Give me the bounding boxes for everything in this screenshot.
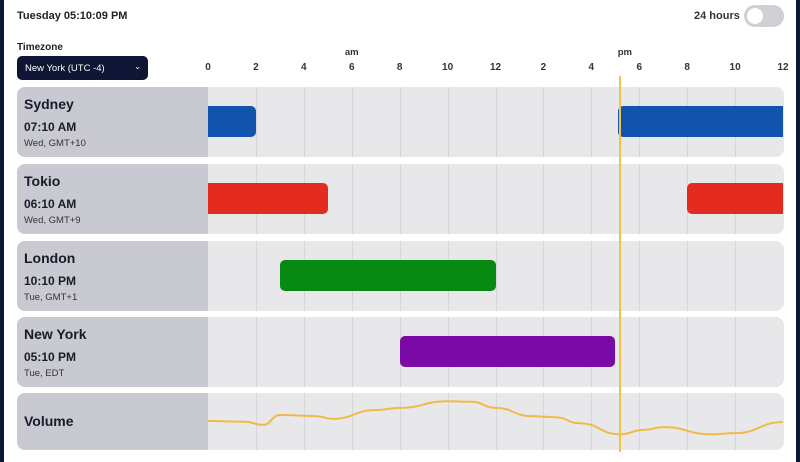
tick-label: 10 bbox=[729, 62, 741, 73]
grid-line bbox=[543, 241, 545, 311]
city-name: London bbox=[24, 250, 76, 266]
grid-line bbox=[399, 87, 401, 157]
row-label-panel: New York 05:10 PM Tue, EDT bbox=[17, 317, 208, 387]
row-label-panel: Tokio 06:10 AM Wed, GMT+9 bbox=[17, 164, 208, 234]
timezone-value: New York (UTC -4) bbox=[25, 63, 105, 74]
row-label-panel: Sydney 07:10 AM Wed, GMT+10 bbox=[17, 87, 208, 157]
grid-line bbox=[351, 87, 353, 157]
timezone-row: New York 05:10 PM Tue, EDT bbox=[17, 317, 784, 387]
grid-line bbox=[351, 164, 353, 234]
grid-line bbox=[735, 317, 737, 387]
grid-line bbox=[495, 241, 497, 311]
city-name: New York bbox=[24, 326, 87, 342]
grid-line bbox=[495, 393, 497, 450]
grid-line bbox=[735, 241, 737, 311]
grid-line bbox=[543, 164, 545, 234]
timezone-row: London 10:10 PM Tue, GMT+1 bbox=[17, 241, 784, 311]
grid-line bbox=[639, 317, 641, 387]
timezone-label: Timezone bbox=[17, 42, 63, 53]
timezone-row: Sydney 07:10 AM Wed, GMT+10 bbox=[17, 87, 784, 157]
grid-line bbox=[255, 87, 257, 157]
tick-label: 4 bbox=[588, 62, 595, 73]
tick-label: 10 bbox=[442, 62, 454, 73]
volume-row: Volume bbox=[17, 393, 784, 450]
working-hours-bar bbox=[279, 260, 496, 291]
timezone-select[interactable]: New York (UTC -4) ⌄ bbox=[17, 56, 148, 80]
grid-line bbox=[591, 241, 593, 311]
city-offset: Tue, EDT bbox=[24, 368, 65, 379]
grid-line bbox=[351, 393, 353, 450]
grid-line bbox=[399, 393, 401, 450]
chevron-down-icon: ⌄ bbox=[134, 62, 141, 71]
row-label-panel: London 10:10 PM Tue, GMT+1 bbox=[17, 241, 208, 311]
tick-label: 12 bbox=[777, 62, 789, 73]
tick-label: 8 bbox=[396, 62, 403, 73]
grid-line bbox=[543, 393, 545, 450]
working-hours-bar bbox=[399, 336, 616, 367]
grid-line bbox=[639, 393, 641, 450]
grid-line bbox=[543, 87, 545, 157]
current-time-line bbox=[619, 76, 622, 452]
grid-line bbox=[495, 164, 497, 234]
grid-line bbox=[735, 393, 737, 450]
tick-label: 8 bbox=[684, 62, 690, 73]
grid-line bbox=[255, 393, 257, 450]
grid-line bbox=[591, 164, 593, 234]
volume-line bbox=[207, 400, 784, 436]
grid-line bbox=[687, 393, 689, 450]
volume-label: Volume bbox=[24, 413, 74, 429]
am-label: am bbox=[344, 47, 359, 58]
tick-label: 6 bbox=[348, 62, 355, 73]
city-name: Sydney bbox=[24, 96, 74, 112]
city-offset: Wed, GMT+10 bbox=[24, 138, 86, 149]
current-time: Tuesday 05:10:09 PM bbox=[17, 10, 128, 22]
toggle-knob bbox=[747, 8, 763, 24]
city-time: 06:10 AM bbox=[24, 197, 77, 211]
tick-label: 4 bbox=[301, 62, 307, 73]
app: Tuesday 05:10:09 PM 24 hours Timezone Ne… bbox=[4, 0, 796, 462]
tick-label: 6 bbox=[636, 62, 643, 73]
grid-line bbox=[303, 317, 305, 387]
grid-line bbox=[687, 241, 689, 311]
tick-label: 12 bbox=[489, 62, 502, 73]
grid-line bbox=[639, 241, 641, 311]
grid-line bbox=[639, 164, 641, 234]
row-label-panel: Volume bbox=[17, 393, 208, 450]
grid-line bbox=[447, 393, 449, 450]
city-name: Tokio bbox=[24, 173, 61, 189]
pm-label: pm bbox=[617, 47, 632, 58]
grid-line bbox=[351, 317, 353, 387]
grid-line bbox=[495, 87, 497, 157]
grid-line bbox=[255, 317, 257, 387]
working-hours-bar bbox=[208, 183, 328, 214]
grid-line bbox=[255, 241, 257, 311]
city-time: 10:10 PM bbox=[24, 274, 77, 288]
tick-label: 2 bbox=[253, 62, 259, 73]
grid-line bbox=[591, 393, 593, 450]
working-hours-bar bbox=[687, 183, 783, 214]
24-hours-toggle[interactable] bbox=[744, 5, 784, 27]
grid-line bbox=[303, 87, 305, 157]
city-offset: Tue, GMT+1 bbox=[24, 292, 78, 303]
grid-line bbox=[399, 164, 401, 234]
24-hours-label: 24 hours bbox=[694, 10, 740, 22]
grid-line bbox=[447, 164, 449, 234]
volume-chart bbox=[207, 400, 784, 436]
tick-label: 0 bbox=[205, 62, 211, 73]
grid-line bbox=[687, 317, 689, 387]
timezone-row: Tokio 06:10 AM Wed, GMT+9 bbox=[17, 164, 784, 234]
tick-label: 2 bbox=[540, 62, 547, 73]
city-offset: Wed, GMT+9 bbox=[24, 215, 81, 226]
working-hours-bar bbox=[208, 106, 256, 137]
grid-line bbox=[591, 87, 593, 157]
city-time: 05:10 PM bbox=[24, 350, 77, 364]
grid-line bbox=[447, 87, 449, 157]
city-time: 07:10 AM bbox=[24, 120, 77, 134]
working-hours-bar bbox=[617, 106, 783, 137]
grid-line bbox=[303, 393, 305, 450]
